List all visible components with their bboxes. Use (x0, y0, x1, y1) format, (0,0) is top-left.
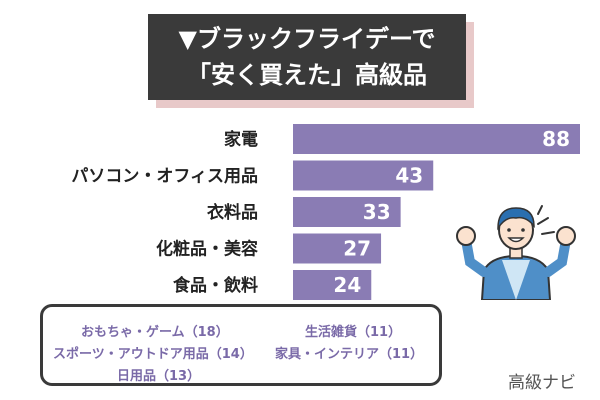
bar (293, 233, 382, 264)
other-item: 家具・インテリア（11） (275, 347, 424, 362)
bar (293, 197, 401, 227)
chart-title-line2: 「安く買えた」高級品 (187, 61, 427, 89)
other-item: 日用品（13） (117, 369, 201, 384)
value-label: 24 (333, 273, 361, 297)
other-item: スポーツ・アウトドア用品（14） (53, 347, 253, 362)
brand-logo-text: 高級ナビ (508, 373, 576, 393)
chart-title-box: ▼ブラックフライデーで 「安く買えた」高級品 (148, 14, 466, 100)
bar-chart: 家電 88 パソコン・オフィス用品 43 衣料品 33 化粧品・美容 27 食品・飲料 24 (71, 124, 580, 300)
other-item: おもちゃ・ゲーム（18） (81, 325, 229, 340)
value-label: 27 (343, 237, 371, 261)
category-label: 食品・飲料 (173, 275, 258, 296)
category-label: パソコン・オフィス用品 (71, 167, 258, 187)
bar (293, 270, 372, 300)
chart-title-line1: ▼ブラックフライデーで (178, 25, 436, 53)
category-label: 衣料品 (207, 202, 258, 223)
other-items-box: おもちゃ・ゲーム（18） 生活雑貨（11） スポーツ・アウトドア用品（14） 家… (40, 304, 442, 386)
value-label: 43 (395, 164, 423, 188)
other-item: 生活雑貨（11） (305, 325, 402, 340)
value-label: 33 (363, 200, 391, 224)
value-label: 88 (542, 127, 570, 151)
category-label: 家電 (224, 129, 258, 150)
bar (293, 160, 434, 191)
category-label: 化粧品・美容 (156, 239, 258, 260)
bar (293, 124, 580, 154)
cheering-man-icon (456, 205, 576, 300)
